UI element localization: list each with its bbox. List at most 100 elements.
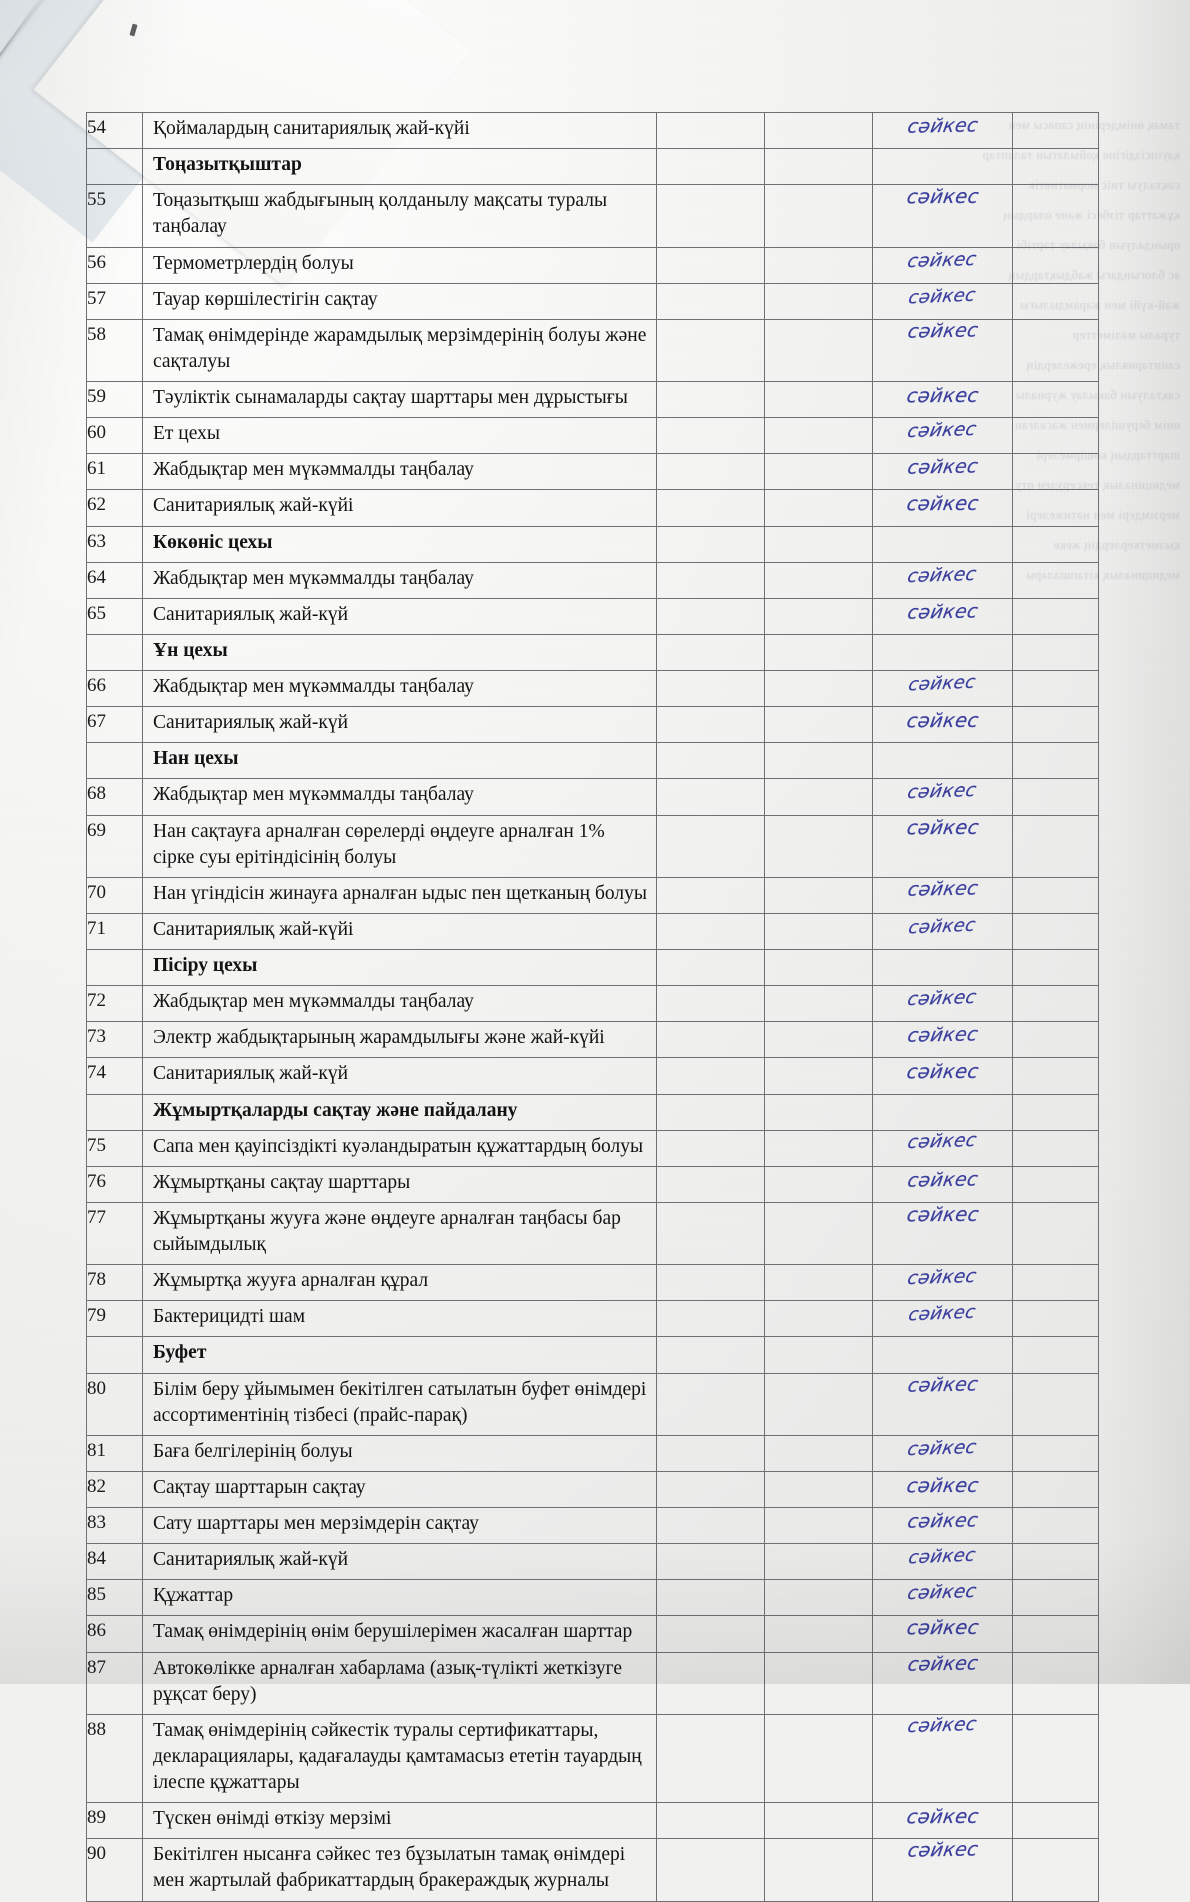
compliance-mark-cell[interactable]: сәйкес <box>872 417 1013 455</box>
column-b-cell[interactable] <box>656 1543 765 1581</box>
column-b-cell[interactable] <box>656 282 765 320</box>
column-c-cell[interactable] <box>764 1543 873 1581</box>
compliance-mark-cell[interactable]: сәйкес <box>872 1057 1013 1095</box>
column-e-cell[interactable] <box>1012 1093 1099 1131</box>
compliance-mark-cell[interactable]: сәйкес <box>872 912 1013 951</box>
compliance-mark-cell[interactable]: сәйкес <box>872 561 1013 599</box>
column-b-cell[interactable] <box>656 1651 765 1715</box>
compliance-mark-cell[interactable]: сәйкес <box>872 1372 1013 1436</box>
column-b-cell[interactable] <box>656 111 765 150</box>
column-c-cell[interactable] <box>764 1372 873 1436</box>
column-c-cell[interactable] <box>764 1165 873 1203</box>
column-b-cell[interactable] <box>656 148 765 186</box>
column-c-cell[interactable] <box>764 1838 873 1902</box>
compliance-mark-cell[interactable]: сәйкес <box>872 111 1013 150</box>
column-b-cell[interactable] <box>656 525 765 563</box>
column-c-cell[interactable] <box>764 1264 873 1302</box>
compliance-mark-cell[interactable]: сәйкес <box>872 669 1013 708</box>
column-b-cell[interactable] <box>656 633 765 672</box>
column-e-cell[interactable] <box>1012 1651 1099 1715</box>
column-b-cell[interactable] <box>656 1300 765 1338</box>
column-c-cell[interactable] <box>764 1336 873 1374</box>
column-c-cell[interactable] <box>764 318 873 383</box>
column-b-cell[interactable] <box>656 1579 765 1617</box>
column-e-cell[interactable] <box>1012 1165 1099 1203</box>
compliance-mark-cell[interactable]: сәйкес <box>872 597 1013 635</box>
column-e-cell[interactable] <box>1012 1802 1099 1840</box>
compliance-mark-cell[interactable]: сәйкес <box>872 1802 1013 1840</box>
column-e-cell[interactable] <box>1012 525 1099 563</box>
compliance-mark-cell[interactable]: сәйкес <box>872 1651 1013 1715</box>
column-e-cell[interactable] <box>1012 282 1099 320</box>
column-b-cell[interactable] <box>656 778 765 816</box>
column-e-cell[interactable] <box>1012 1336 1099 1374</box>
column-c-cell[interactable] <box>764 489 873 527</box>
column-b-cell[interactable] <box>656 318 765 383</box>
column-c-cell[interactable] <box>764 1093 873 1131</box>
column-c-cell[interactable] <box>764 453 873 491</box>
column-e-cell[interactable] <box>1012 1057 1099 1095</box>
column-c-cell[interactable] <box>764 561 873 599</box>
column-c-cell[interactable] <box>764 876 873 914</box>
column-e-cell[interactable] <box>1012 1264 1099 1302</box>
column-b-cell[interactable] <box>656 1713 765 1804</box>
column-b-cell[interactable] <box>656 417 765 455</box>
column-e-cell[interactable] <box>1012 1713 1099 1804</box>
column-e-cell[interactable] <box>1012 417 1099 455</box>
compliance-mark-cell[interactable]: сәйкес <box>872 1165 1013 1203</box>
column-e-cell[interactable] <box>1012 985 1099 1023</box>
column-e-cell[interactable] <box>1012 912 1099 951</box>
column-b-cell[interactable] <box>656 1802 765 1840</box>
column-b-cell[interactable] <box>656 246 765 284</box>
compliance-mark-cell[interactable]: сәйкес <box>872 1615 1013 1653</box>
column-e-cell[interactable] <box>1012 489 1099 527</box>
column-b-cell[interactable] <box>656 1372 765 1436</box>
column-b-cell[interactable] <box>656 184 765 248</box>
compliance-mark-cell[interactable]: сәйкес <box>872 876 1013 914</box>
column-c-cell[interactable] <box>764 1057 873 1095</box>
compliance-mark-cell[interactable]: сәйкес <box>872 246 1013 284</box>
compliance-mark-cell[interactable]: сәйкес <box>872 1579 1013 1617</box>
compliance-mark-cell[interactable]: сәйкес <box>872 706 1013 744</box>
compliance-mark-cell[interactable] <box>872 1093 1013 1131</box>
column-b-cell[interactable] <box>656 985 765 1023</box>
column-b-cell[interactable] <box>656 597 765 635</box>
compliance-mark-cell[interactable]: сәйкес <box>872 1130 1013 1167</box>
column-e-cell[interactable] <box>1012 669 1099 708</box>
column-b-cell[interactable] <box>656 1434 765 1472</box>
column-b-cell[interactable] <box>656 489 765 527</box>
column-e-cell[interactable] <box>1012 318 1099 383</box>
column-c-cell[interactable] <box>764 742 873 780</box>
compliance-mark-cell[interactable] <box>872 148 1013 186</box>
column-c-cell[interactable] <box>764 1713 873 1804</box>
column-b-cell[interactable] <box>656 1021 765 1059</box>
compliance-mark-cell[interactable]: сәйкес <box>872 1434 1013 1472</box>
column-e-cell[interactable] <box>1012 184 1099 248</box>
column-e-cell[interactable] <box>1012 1372 1099 1436</box>
column-e-cell[interactable] <box>1012 742 1099 780</box>
column-b-cell[interactable] <box>656 814 765 878</box>
column-c-cell[interactable] <box>764 1615 873 1653</box>
column-c-cell[interactable] <box>764 246 873 284</box>
column-b-cell[interactable] <box>656 1264 765 1302</box>
compliance-mark-cell[interactable]: сәйкес <box>872 453 1013 491</box>
column-e-cell[interactable] <box>1012 597 1099 635</box>
column-e-cell[interactable] <box>1012 246 1099 284</box>
compliance-mark-cell[interactable]: сәйкес <box>872 1838 1013 1902</box>
compliance-mark-cell[interactable] <box>872 1336 1013 1374</box>
compliance-mark-cell[interactable]: сәйкес <box>872 282 1013 320</box>
column-c-cell[interactable] <box>764 597 873 635</box>
column-e-cell[interactable] <box>1012 380 1099 419</box>
column-e-cell[interactable] <box>1012 561 1099 599</box>
column-c-cell[interactable] <box>764 1579 873 1617</box>
column-c-cell[interactable] <box>764 380 873 419</box>
column-c-cell[interactable] <box>764 948 873 987</box>
column-e-cell[interactable] <box>1012 1543 1099 1581</box>
column-b-cell[interactable] <box>656 876 765 914</box>
column-c-cell[interactable] <box>764 282 873 320</box>
column-b-cell[interactable] <box>656 1093 765 1131</box>
column-e-cell[interactable] <box>1012 1579 1099 1617</box>
column-e-cell[interactable] <box>1012 1434 1099 1472</box>
column-e-cell[interactable] <box>1012 1615 1099 1653</box>
column-e-cell[interactable] <box>1012 1506 1099 1545</box>
